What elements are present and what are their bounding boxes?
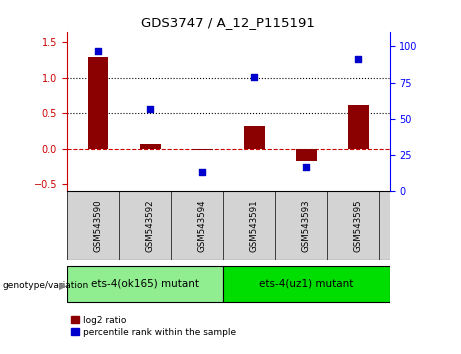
Text: GSM543593: GSM543593 bbox=[302, 199, 311, 252]
Text: ets-4(ok165) mutant: ets-4(ok165) mutant bbox=[91, 278, 199, 288]
Text: GSM543595: GSM543595 bbox=[354, 199, 363, 252]
Point bbox=[250, 74, 258, 80]
Title: GDS3747 / A_12_P115191: GDS3747 / A_12_P115191 bbox=[141, 16, 315, 29]
Point bbox=[147, 106, 154, 112]
Bar bbox=[296, 149, 317, 161]
Text: ▶: ▶ bbox=[59, 281, 66, 291]
Legend: log2 ratio, percentile rank within the sample: log2 ratio, percentile rank within the s… bbox=[71, 316, 236, 337]
Bar bbox=[348, 105, 369, 149]
Bar bbox=[192, 149, 213, 150]
Text: GSM543591: GSM543591 bbox=[250, 199, 259, 252]
Point bbox=[302, 164, 310, 169]
Point bbox=[199, 170, 206, 175]
Text: GSM543594: GSM543594 bbox=[198, 199, 207, 252]
Point bbox=[355, 57, 362, 62]
Bar bbox=[67, 266, 223, 302]
Bar bbox=[223, 266, 390, 302]
Bar bbox=[244, 126, 265, 149]
Text: GSM543590: GSM543590 bbox=[94, 199, 103, 252]
Point bbox=[95, 48, 102, 53]
Bar bbox=[140, 144, 160, 149]
Bar bbox=[88, 57, 108, 149]
Text: GSM543592: GSM543592 bbox=[146, 199, 154, 252]
Text: ets-4(uz1) mutant: ets-4(uz1) mutant bbox=[259, 278, 354, 288]
Text: genotype/variation: genotype/variation bbox=[2, 281, 89, 290]
